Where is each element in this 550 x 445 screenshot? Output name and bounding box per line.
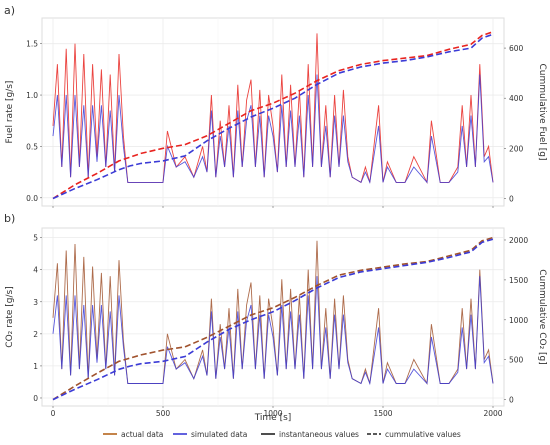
panel-a-y2tick-label: 600 bbox=[509, 44, 524, 53]
panel-a-ytick-label: 1.5 bbox=[26, 40, 38, 49]
panel-b-instant-actual bbox=[52, 240, 494, 386]
panel-b-xtick-label: 2000 bbox=[483, 409, 502, 418]
panel-b-series bbox=[52, 236, 494, 401]
panel-a-label: a) bbox=[4, 4, 15, 17]
legend: actual data simulated data instantaneous v… bbox=[103, 430, 461, 439]
legend-label-actual: actual data bbox=[121, 430, 163, 439]
legend-label-cumul: cummulative values bbox=[385, 430, 461, 439]
panel-a-series bbox=[52, 31, 494, 200]
legend-label-instant: instantaneous values bbox=[279, 430, 359, 439]
panel-a-ytick-label: 0.0 bbox=[26, 194, 38, 203]
panel-b-ytick-label: 4 bbox=[33, 266, 38, 275]
panel-b-cumulative-actual bbox=[52, 236, 494, 401]
panel-b: b) CO₂ rate [g/s] Cummulative CO₂ [g] 0 1… bbox=[4, 212, 547, 418]
panel-b-y2tick-label: 2000 bbox=[509, 236, 528, 245]
panel-a-y2tick-label: 200 bbox=[509, 144, 524, 153]
panel-b-ylabel: CO₂ rate [g/s] bbox=[5, 286, 15, 347]
panel-b-ytick-label: 0 bbox=[33, 394, 38, 403]
legend-label-simulated: simulated data bbox=[191, 430, 247, 439]
panel-a-ticks: 0.0 0.5 1.0 1.5 0 200 400 600 bbox=[26, 40, 524, 208]
panel-a-ytick-label: 0.5 bbox=[26, 142, 38, 151]
panel-b-xtick-label: 500 bbox=[156, 409, 171, 418]
panel-b-xtick-label: 0 bbox=[51, 409, 56, 418]
panel-b-ticks: 0 1 2 3 4 5 0 500 1000 1500 2000 0 500 1000 1500 2000 bbox=[33, 234, 528, 418]
panel-a-instant-simulated bbox=[52, 74, 494, 185]
panel-b-y2tick-label: 1500 bbox=[509, 276, 528, 285]
panel-b-xtick-label: 1500 bbox=[373, 409, 392, 418]
panel-b-label: b) bbox=[4, 212, 15, 225]
x-axis-title: Time [s] bbox=[254, 413, 292, 423]
panel-a-cumulative-actual bbox=[52, 31, 494, 200]
panel-b-ytick-label: 1 bbox=[33, 362, 38, 371]
panel-a-y2label: Cummulative Fuel [g] bbox=[537, 63, 547, 160]
panel-b-instant-simulated bbox=[52, 276, 494, 386]
panel-b-cumulative-simulated bbox=[52, 238, 494, 401]
panel-a-ytick-label: 1.0 bbox=[26, 91, 38, 100]
panel-b-y2tick-label: 0 bbox=[509, 396, 514, 405]
panel-a-y2tick-label: 0 bbox=[509, 194, 514, 203]
panel-b-y2tick-label: 1000 bbox=[509, 316, 528, 325]
panel-a-ylabel: Fuel rate [g/s] bbox=[5, 81, 15, 144]
panel-b-ytick-label: 2 bbox=[33, 330, 38, 339]
panel-b-ytick-label: 3 bbox=[33, 298, 38, 307]
panel-b-y2tick-label: 500 bbox=[509, 356, 524, 365]
panel-a-instant-actual bbox=[52, 33, 494, 185]
panel-b-y2label: Cummulative CO₂ [g] bbox=[537, 269, 547, 365]
panel-b-xtick-label: 1000 bbox=[263, 409, 282, 418]
panel-a-y2tick-label: 400 bbox=[509, 94, 524, 103]
panel-a: a) Fuel rate [g/s] Cummulative Fuel [g] … bbox=[4, 4, 547, 208]
panel-b-ytick-label: 5 bbox=[33, 234, 38, 243]
